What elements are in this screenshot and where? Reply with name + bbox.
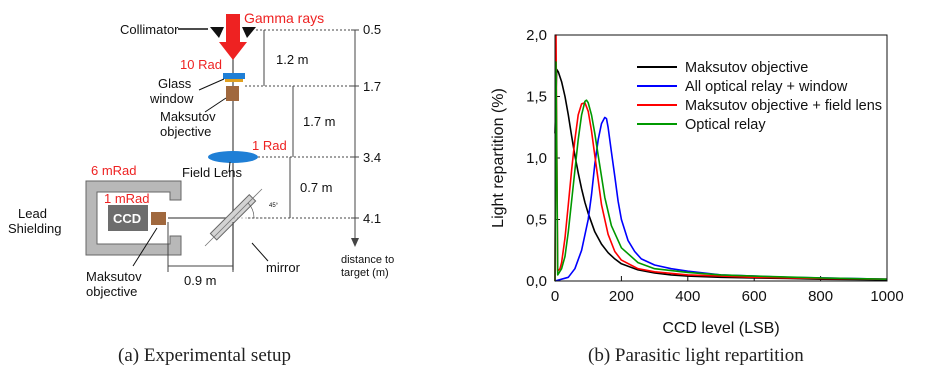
legend-label-1: Maksutov objective (685, 60, 808, 76)
y-tick-label: 0,0 (526, 273, 547, 290)
scale-value-1: 0.5 (363, 22, 381, 37)
dimension-lines (167, 29, 355, 272)
x-tick-label: 800 (808, 288, 833, 305)
collimator-label: Collimator (120, 22, 179, 37)
maksutov-bottom-pointer (132, 227, 158, 267)
gamma-rays-label: Gamma rays (244, 10, 324, 26)
y-axis-label: Light repartition (%) (490, 88, 507, 228)
dose-lens-label: 1 Rad (252, 138, 287, 153)
x-tick-label: 0 (551, 288, 559, 305)
series-line-3 (554, 34, 888, 282)
ccd-label: CCD (113, 211, 141, 226)
dose-ccd-label: 1 mRad (104, 191, 150, 206)
maksutov-top-label-1: Maksutov (160, 109, 216, 124)
field-lens-pointer (228, 161, 231, 173)
field-lens (208, 151, 258, 163)
glass-window-frame (225, 79, 243, 82)
y-tick-label: 2,0 (526, 27, 547, 44)
caption-b: (b) Parasitic light repartition (588, 345, 804, 366)
caption-a: (a) Experimental setup (118, 345, 292, 366)
scale-value-2: 1.7 (363, 79, 381, 94)
legend-label-4: Optical relay (685, 117, 766, 133)
scale-label-2: target (m) (341, 267, 389, 279)
distance-scale-arrowhead (351, 238, 359, 247)
dimension-horizontal-label: 0.9 m (184, 273, 217, 288)
light-repartition-chart: 0 200 400 600 800 1000 0,0 0,5 1,0 1,5 2,0 Maksutov… (490, 27, 904, 337)
dimension-3-label: 0.7 m (300, 180, 333, 195)
dimension-1-label: 1.2 m (276, 52, 309, 67)
dose-shield-label: 6 mRad (91, 163, 137, 178)
mirror-angle-arc (247, 202, 255, 219)
scale-label-1: distance to (341, 254, 394, 266)
maksutov-top-label-2: objective (160, 124, 211, 139)
legend-label-2: All optical relay + window (685, 79, 848, 95)
gamma-ray-arrow (219, 14, 247, 60)
y-tick-label: 1,0 (526, 150, 547, 167)
mirror-label: mirror (266, 260, 301, 275)
glass-window (223, 73, 245, 79)
maksutov-top-pointer (204, 97, 227, 113)
maksutov-bottom-label-2: objective (86, 284, 137, 299)
lead-shielding-label-1: Lead (18, 206, 47, 221)
glass-window-pointer (198, 78, 225, 91)
lead-shielding-label-2: Shielding (8, 221, 62, 236)
dimension-2-label: 1.7 m (303, 114, 336, 129)
glass-window-label-2: window (149, 91, 194, 106)
y-tick-label: 1,5 (526, 89, 547, 106)
lead-shielding (85, 180, 182, 256)
collimator-left-jaw (210, 27, 224, 38)
plot-frame (554, 34, 888, 282)
distance-scale-ticks (351, 29, 359, 219)
mirror-angle-label: 45° (269, 203, 279, 209)
mirror (209, 193, 257, 241)
x-tick-label: 400 (675, 288, 700, 305)
y-tick-label: 0,5 (526, 212, 547, 229)
scale-value-3: 3.4 (363, 150, 381, 165)
maksutov-bottom-label-1: Maksutov (86, 269, 142, 284)
scale-value-4: 4.1 (363, 211, 381, 226)
dose-window-label: 10 Rad (180, 57, 222, 72)
x-axis-label: CCD level (LSB) (662, 320, 779, 337)
glass-window-label-1: Glass (158, 76, 192, 91)
mirror-label-pointer (251, 242, 269, 262)
ccd-block (108, 205, 148, 231)
setup-diagram: Collimator Gamma rays 10 Rad Glass windo… (8, 10, 394, 299)
field-lens-label: Field Lens (182, 165, 242, 180)
collimator-right-jaw (242, 27, 256, 38)
x-tick-label: 1000 (870, 288, 903, 305)
x-tick-label: 600 (742, 288, 767, 305)
mirror-reference-line (204, 188, 263, 247)
series-line-4 (554, 61, 888, 282)
x-tick-label: 200 (609, 288, 634, 305)
maksutov-objective-top (226, 86, 239, 101)
legend-label-3: Maksutov objective + field lens (685, 98, 882, 114)
maksutov-objective-bottom (151, 212, 166, 225)
